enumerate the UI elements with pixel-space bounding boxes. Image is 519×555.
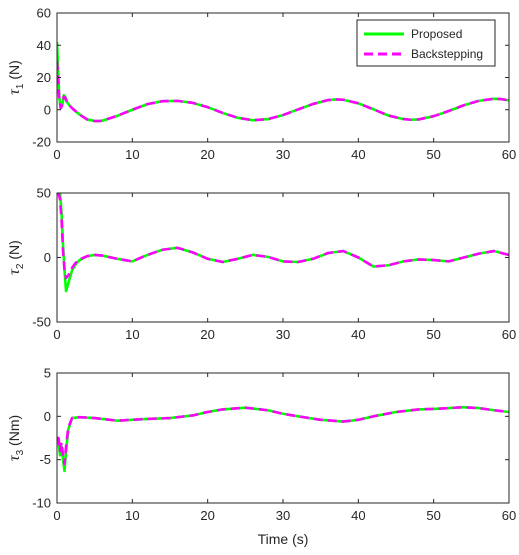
y-tick-label: 0 [44, 409, 51, 424]
y-label-unit: (N) [6, 60, 22, 83]
y-tick-label: -5 [39, 452, 51, 467]
x-tick-label: 50 [426, 508, 440, 523]
y-axis-label-2: τ2 (N) [6, 240, 26, 275]
x-tick-label: 40 [351, 147, 365, 162]
x-tick-label: 60 [502, 508, 516, 523]
series-group [57, 405, 509, 473]
x-tick-label: 10 [125, 327, 139, 342]
y-label-symbol: τ [6, 268, 23, 275]
y-label-subscript: 1 [15, 83, 26, 89]
y-tick-label: -20 [32, 135, 51, 150]
x-tick-label: 30 [276, 508, 290, 523]
legend-label-backstepping: Backstepping [411, 47, 483, 61]
y-label-unit: (N) [6, 240, 22, 263]
y-tick-label: 50 [37, 186, 51, 201]
plot-area [57, 373, 509, 503]
legend-box [356, 19, 496, 67]
x-tick-label: 60 [502, 147, 516, 162]
y-tick-label: -50 [32, 315, 51, 330]
subplot-3: 0 10 20 30 40 50 60 -10 -5 0 5 τ3 (Nm) [6, 366, 516, 524]
x-tick-label: 30 [276, 147, 290, 162]
plot-area [57, 193, 509, 322]
y-tick-label: 20 [37, 70, 51, 85]
x-tick-label: 40 [351, 327, 365, 342]
y-label-symbol: τ [6, 88, 23, 95]
legend-label-proposed: Proposed [411, 27, 462, 41]
series-line-backstepping [57, 193, 509, 280]
y-tick-label: 0 [44, 250, 51, 265]
y-tick-label: -10 [32, 496, 51, 511]
y-label-subscript: 2 [15, 263, 26, 269]
x-tick-label: 20 [200, 327, 214, 342]
series-group [57, 41, 509, 123]
series-line-backstepping [57, 405, 509, 466]
y-label-subscript: 3 [15, 449, 26, 455]
series-group [57, 193, 509, 293]
x-tick-label: 0 [53, 147, 60, 162]
y-tick-label: 60 [37, 6, 51, 21]
x-tick-label: 40 [351, 508, 365, 523]
x-axis-label: Time (s) [258, 531, 309, 547]
x-tick-label: 20 [200, 147, 214, 162]
x-tick-label: 10 [125, 508, 139, 523]
legend: Proposed Backstepping [356, 19, 496, 67]
x-tick-label: 10 [125, 147, 139, 162]
y-label-symbol: τ [6, 454, 23, 461]
x-tick-label: 60 [502, 327, 516, 342]
y-tick-label: 40 [37, 38, 51, 53]
y-tick-label: 0 [44, 102, 51, 117]
x-tick-label: 20 [200, 508, 214, 523]
y-label-unit: (Nm) [6, 415, 22, 450]
y-tick-label: 5 [44, 366, 51, 381]
series-line-backstepping [57, 61, 509, 123]
x-tick-label: 50 [426, 147, 440, 162]
x-tick-label: 30 [276, 327, 290, 342]
x-tick-label: 50 [426, 327, 440, 342]
x-tick-label: 0 [53, 327, 60, 342]
y-axis-label-3: τ3 (Nm) [6, 415, 26, 461]
y-axis-label-1: τ1 (N) [6, 60, 26, 95]
x-tick-label: 0 [53, 508, 60, 523]
